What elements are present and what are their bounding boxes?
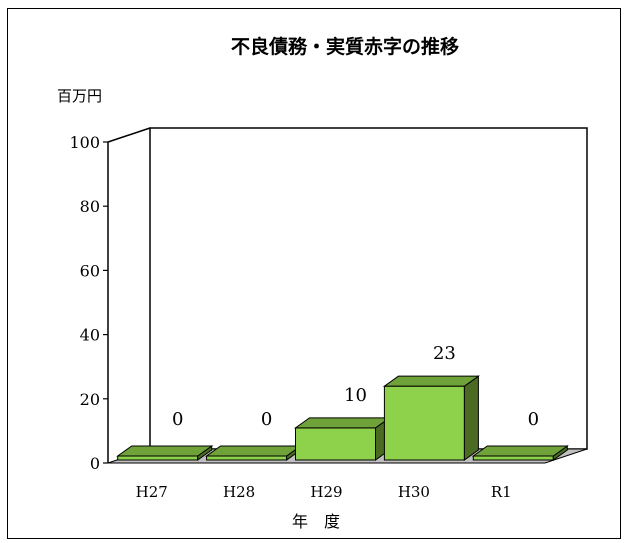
data-label: 0 bbox=[528, 409, 539, 430]
bar-top bbox=[293, 417, 392, 429]
y-tick-label: 60 bbox=[80, 261, 100, 280]
y-tick-label: 80 bbox=[80, 197, 100, 216]
y-tick-label: 40 bbox=[80, 326, 100, 345]
x-tick-label: H28 bbox=[223, 483, 255, 501]
data-label: 23 bbox=[433, 343, 456, 364]
bar-top bbox=[471, 445, 569, 457]
unit-label: 百万円 bbox=[57, 87, 102, 105]
bar bbox=[295, 427, 376, 461]
x-tick-label: H27 bbox=[136, 483, 168, 501]
plot-area: 0 20 40 60 80 100 0 H27 0 H28 10 H29 23 H30 0 R1 bbox=[69, 127, 588, 501]
data-label: 0 bbox=[172, 409, 183, 430]
data-label: 10 bbox=[344, 385, 367, 406]
wall-top-edge bbox=[107, 127, 151, 143]
bar bbox=[472, 455, 554, 461]
bar-top bbox=[205, 445, 303, 457]
x-axis-title: 年 度 bbox=[292, 512, 340, 531]
y-tick-label: 20 bbox=[80, 390, 100, 409]
x-tick-label: R1 bbox=[491, 483, 512, 501]
data-label: 0 bbox=[261, 409, 272, 430]
y-tick-label: 100 bbox=[69, 133, 100, 152]
bar bbox=[383, 385, 465, 461]
x-tick-label: H30 bbox=[398, 483, 430, 501]
bar bbox=[206, 455, 288, 461]
x-tick-label: H29 bbox=[310, 483, 342, 501]
y-tick-label: 0 bbox=[90, 454, 100, 473]
bar-side bbox=[463, 375, 479, 461]
back-wall bbox=[149, 127, 588, 450]
chart-title: 不良債務・実質赤字の推移 bbox=[231, 35, 459, 58]
bar-top bbox=[382, 375, 480, 387]
bar bbox=[117, 455, 199, 461]
bar-top bbox=[116, 445, 214, 457]
